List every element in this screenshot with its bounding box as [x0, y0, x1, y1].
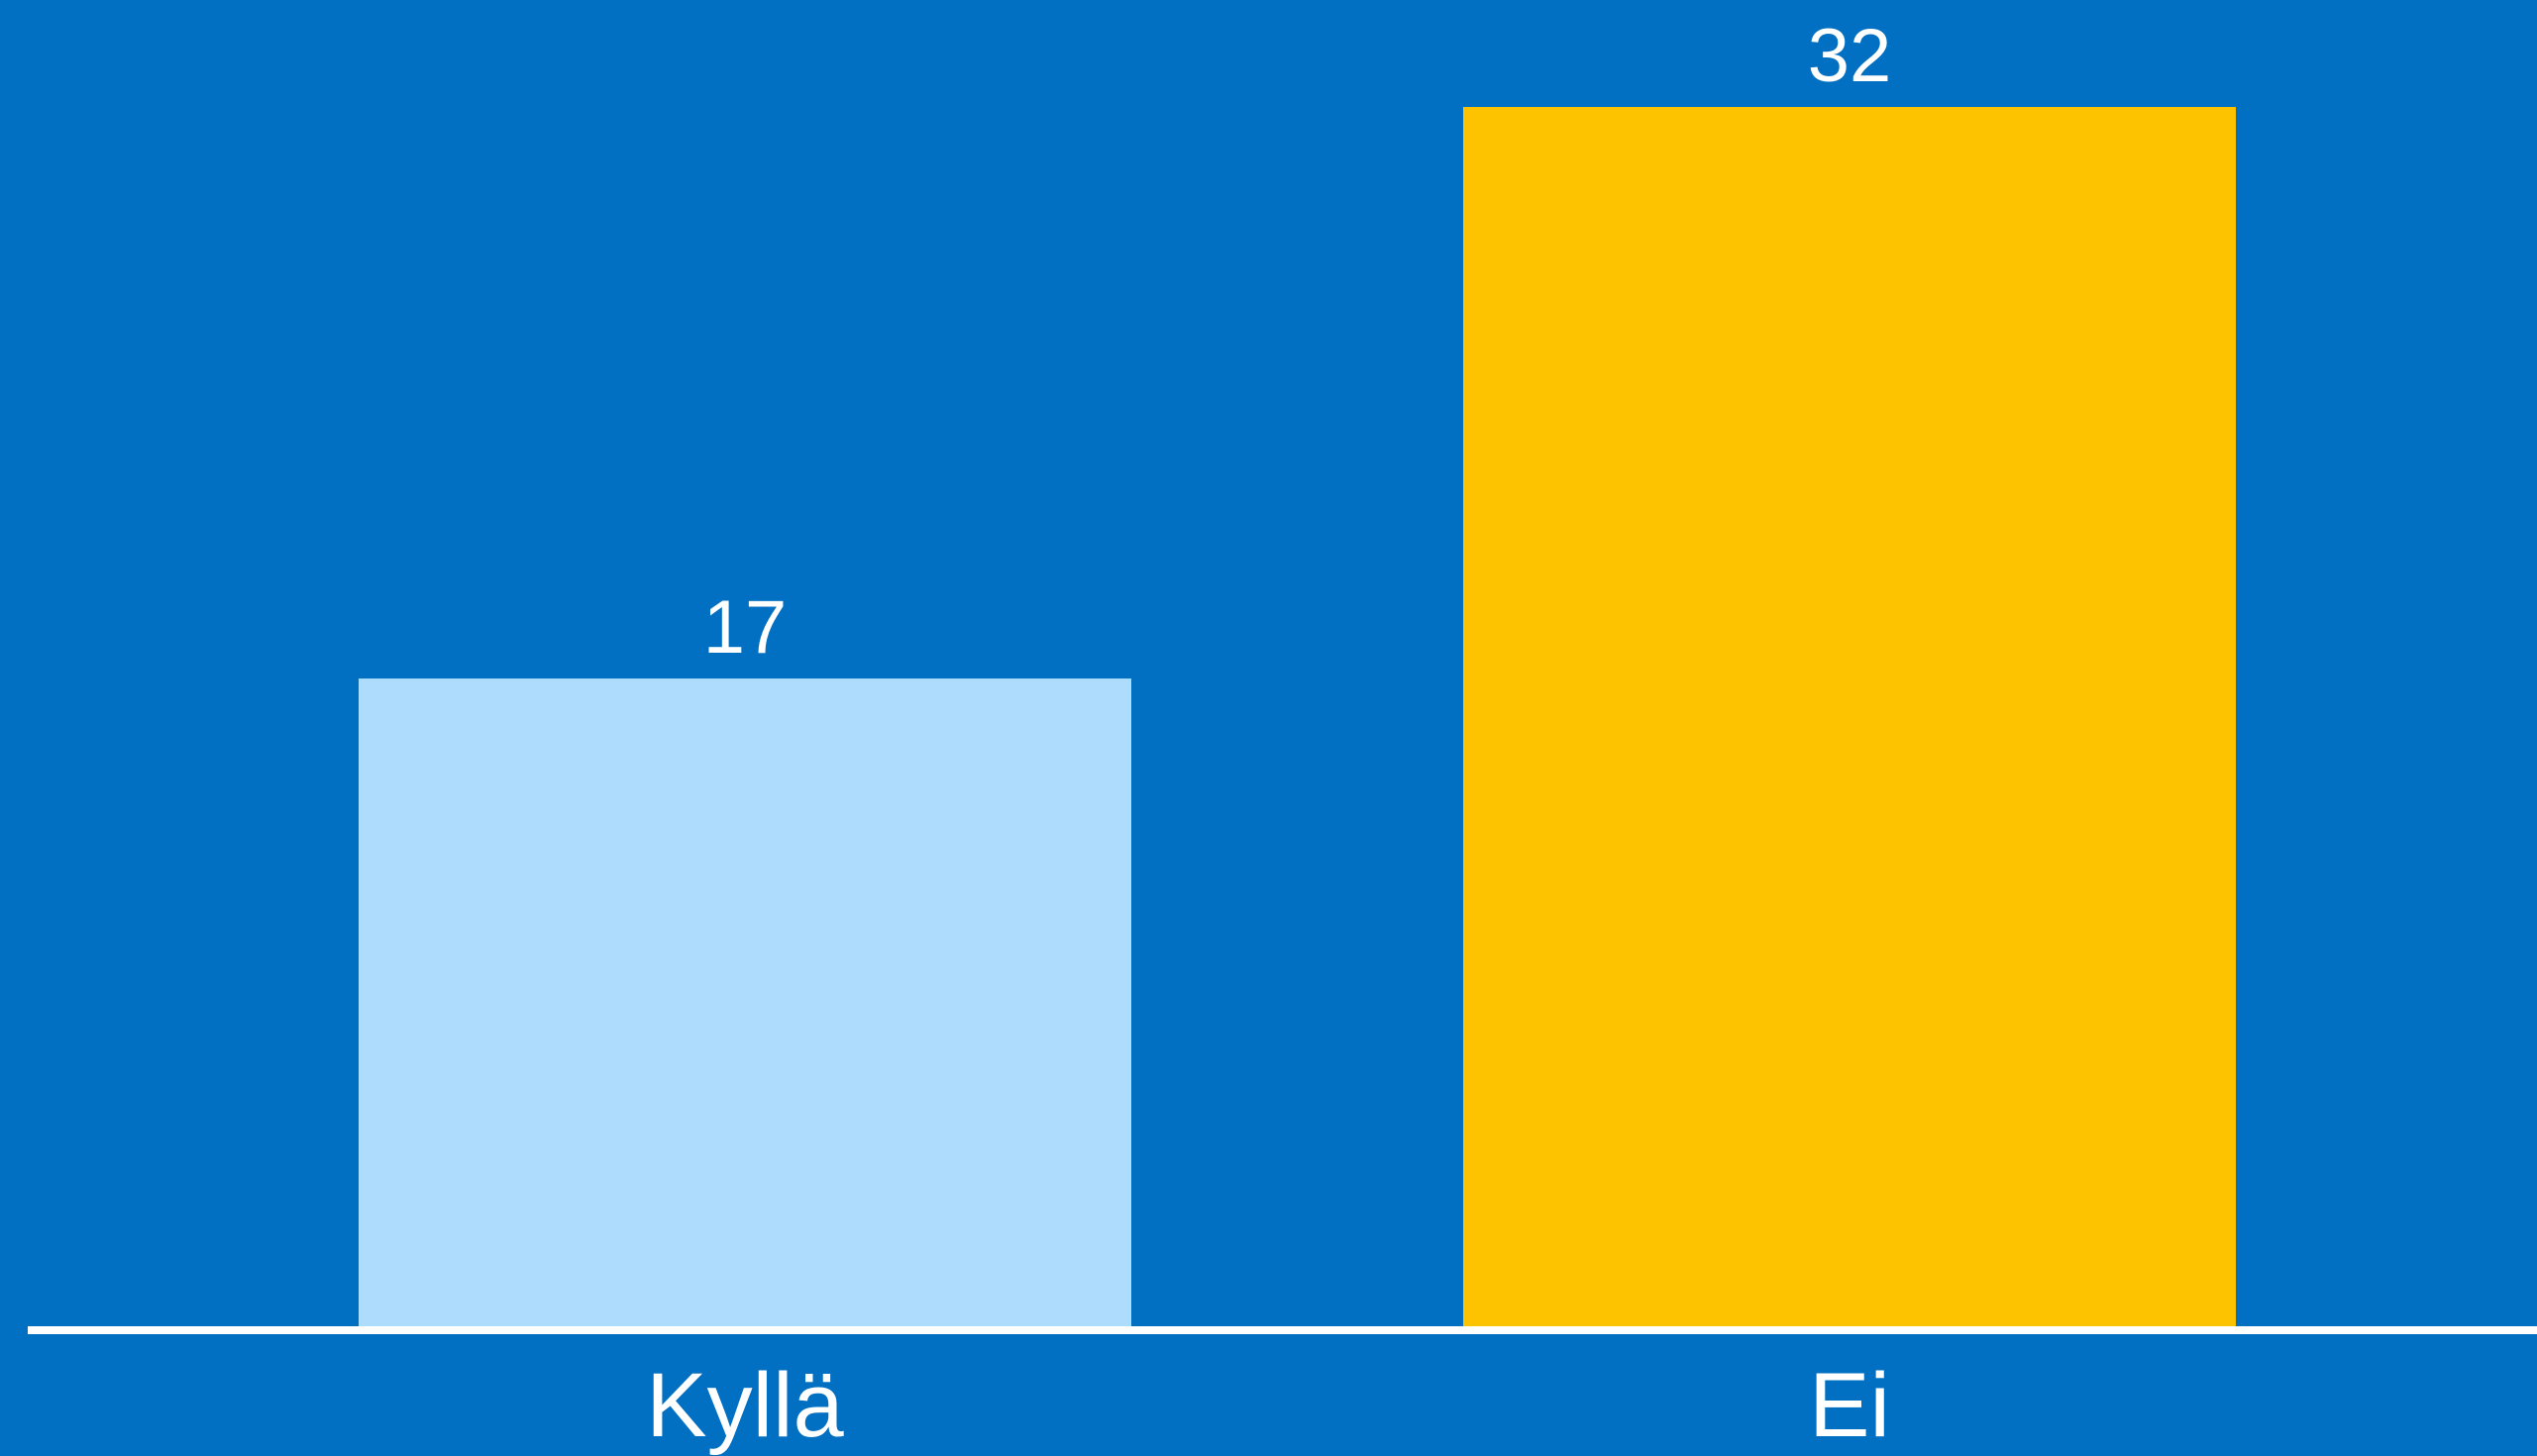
bar-0: [359, 678, 1131, 1326]
data-label-1: 32: [1808, 14, 1892, 98]
data-label-0: 17: [703, 585, 788, 670]
x-tick-label-1: Ei: [1809, 1355, 1890, 1456]
bar-1: [1463, 107, 2236, 1326]
labels-group: 17 Kyllä 32 Ei: [646, 14, 1891, 1456]
x-tick-label-0: Kyllä: [646, 1355, 844, 1456]
bars-group: [359, 107, 2236, 1326]
